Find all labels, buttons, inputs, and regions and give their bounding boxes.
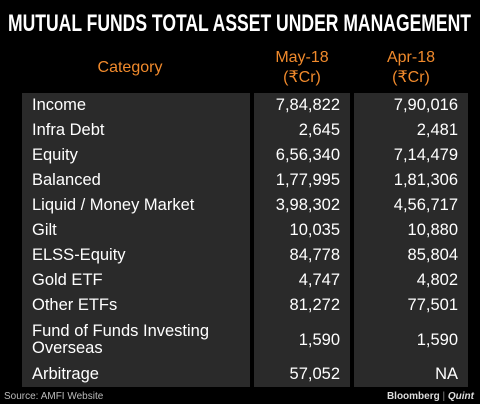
value-cell: 1,77,995 xyxy=(254,168,350,193)
table-row: Gold ETF 4,747 4,802 xyxy=(22,268,468,293)
title-area: MUTUAL FUNDS TOTAL ASSET UNDER MANAGEMEN… xyxy=(8,10,471,37)
value-cell: 2,645 xyxy=(254,118,350,143)
category-cell: Arbitrage xyxy=(22,362,250,387)
value-cell: 6,56,340 xyxy=(254,143,350,168)
category-cell: Balanced xyxy=(22,168,250,193)
table-row: Fund of Funds Investing Overseas 1,590 1,5… xyxy=(22,318,468,362)
brand-name: Quint xyxy=(447,391,474,402)
header-unit: (₹Cr) xyxy=(392,69,430,86)
category-cell: Gilt xyxy=(22,218,250,243)
category-cell: Equity xyxy=(22,143,250,168)
category-cell: Infra Debt xyxy=(22,118,250,143)
value-cell: 10,035 xyxy=(254,218,350,243)
category-cell: ELSS-Equity xyxy=(22,243,250,268)
table-row: Gilt 10,035 10,880 xyxy=(22,218,468,243)
value-cell: 7,84,822 xyxy=(254,93,350,118)
table-row: Balanced 1,77,995 1,81,306 xyxy=(22,168,468,193)
table-row: Other ETFs 81,272 77,501 xyxy=(22,293,468,318)
table-row: Arbitrage 57,052 NA xyxy=(22,362,468,387)
value-cell: 10,880 xyxy=(354,218,468,243)
category-cell: Gold ETF xyxy=(22,268,250,293)
table-row: Liquid / Money Market 3,98,302 4,56,717 xyxy=(22,193,468,218)
value-cell: 81,272 xyxy=(254,293,350,318)
table-row: Infra Debt 2,645 2,481 xyxy=(22,118,468,143)
table-body: Income 7,84,822 7,90,016 Infra Debt 2,645 2,4… xyxy=(22,93,468,387)
data-table: Income 7,84,822 7,90,016 Infra Debt 2,645 2,4… xyxy=(18,93,472,387)
table-row: ELSS-Equity 84,778 85,804 xyxy=(22,243,468,268)
column-header: May-18 (₹Cr) xyxy=(254,48,350,88)
value-cell: 2,481 xyxy=(354,118,468,143)
source: Source: AMFI Website xyxy=(4,391,104,402)
brand: Bloomberg | Quint xyxy=(387,391,474,402)
table-row: Income 7,84,822 7,90,016 xyxy=(22,93,468,118)
header-text: Category xyxy=(97,59,163,76)
title: MUTUAL FUNDS TOTAL ASSET UNDER MANAGEMEN… xyxy=(8,10,471,37)
category-cell: Fund of Funds Investing Overseas xyxy=(22,318,250,362)
value-cell: 7,14,479 xyxy=(354,143,468,168)
header-text: Apr-18 xyxy=(386,49,436,66)
value-cell: 4,802 xyxy=(354,268,468,293)
brand-name: Bloomberg xyxy=(386,391,440,402)
category-cell: Income xyxy=(22,93,250,118)
value-cell: 4,747 xyxy=(254,268,350,293)
value-cell: 84,778 xyxy=(254,243,350,268)
value-cell: 4,56,717 xyxy=(354,193,468,218)
category-cell: Liquid / Money Market xyxy=(22,193,250,218)
value-cell: 3,98,302 xyxy=(254,193,350,218)
value-cell: 85,804 xyxy=(354,243,468,268)
value-cell: 1,81,306 xyxy=(354,168,468,193)
brand-sep: | xyxy=(439,391,448,402)
header-text: May-18 xyxy=(275,49,329,66)
value-cell: 1,590 xyxy=(254,318,350,362)
value-cell: 1,590 xyxy=(354,318,468,362)
value-cell: 7,90,016 xyxy=(354,93,468,118)
header-unit: (₹Cr) xyxy=(283,69,321,86)
category-cell: Other ETFs xyxy=(22,293,250,318)
column-header: Category xyxy=(70,58,190,78)
value-cell: NA xyxy=(354,362,468,387)
value-cell: 57,052 xyxy=(254,362,350,387)
value-cell: 77,501 xyxy=(354,293,468,318)
table-row: Equity 6,56,340 7,14,479 xyxy=(22,143,468,168)
column-header: Apr-18 (₹Cr) xyxy=(354,48,468,88)
